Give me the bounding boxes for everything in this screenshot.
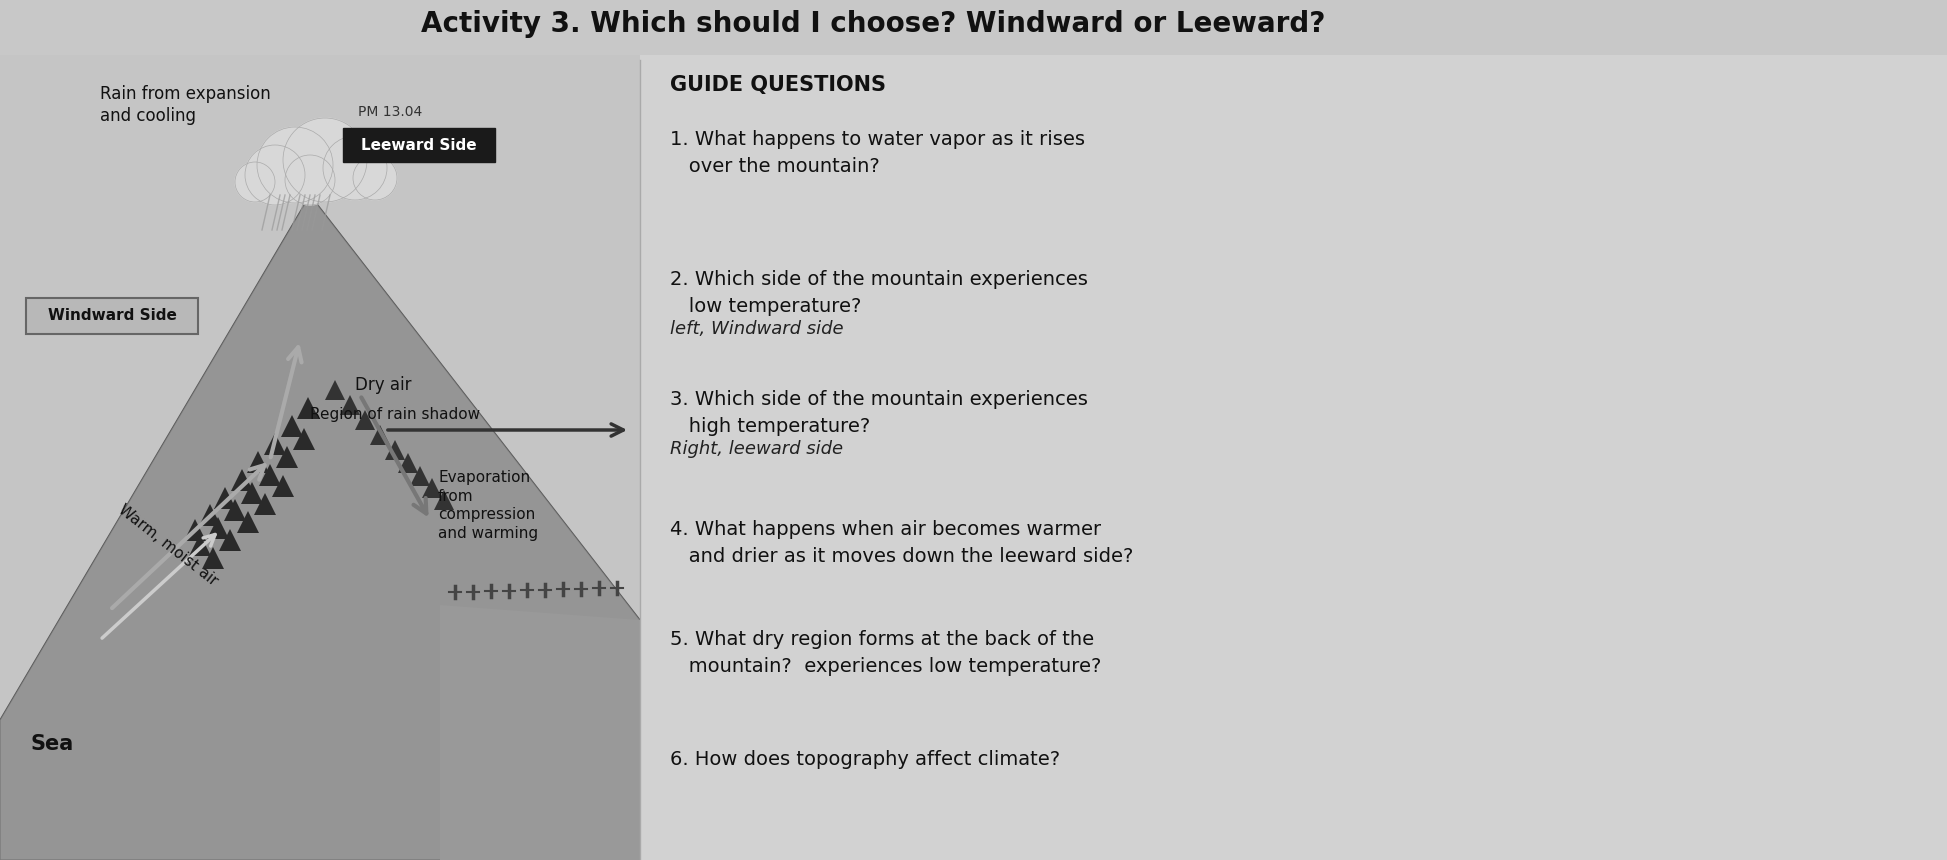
Circle shape bbox=[282, 118, 366, 202]
Polygon shape bbox=[280, 415, 304, 437]
Polygon shape bbox=[199, 504, 222, 526]
Polygon shape bbox=[354, 410, 376, 430]
Polygon shape bbox=[341, 395, 360, 415]
Polygon shape bbox=[370, 425, 389, 445]
Polygon shape bbox=[440, 605, 641, 860]
Bar bbox=[0, 720, 641, 860]
Polygon shape bbox=[238, 511, 259, 533]
Polygon shape bbox=[292, 428, 315, 450]
Polygon shape bbox=[411, 466, 430, 486]
Polygon shape bbox=[218, 529, 241, 551]
Text: Right, leeward side: Right, leeward side bbox=[670, 440, 843, 458]
Text: Region of rain shadow: Region of rain shadow bbox=[310, 408, 481, 422]
Text: Evaporation
from
compression
and warming: Evaporation from compression and warming bbox=[438, 470, 537, 541]
Text: Dry air: Dry air bbox=[354, 376, 411, 394]
Polygon shape bbox=[253, 493, 276, 515]
Polygon shape bbox=[189, 534, 210, 556]
Polygon shape bbox=[0, 195, 641, 860]
Text: PM 13.04: PM 13.04 bbox=[358, 105, 422, 119]
Polygon shape bbox=[232, 469, 253, 491]
Polygon shape bbox=[214, 487, 236, 509]
Text: GUIDE QUESTIONS: GUIDE QUESTIONS bbox=[670, 75, 886, 95]
Polygon shape bbox=[224, 499, 245, 521]
Text: left, Windward side: left, Windward side bbox=[670, 320, 843, 338]
Polygon shape bbox=[298, 397, 319, 419]
Text: Rain from expansion
and cooling: Rain from expansion and cooling bbox=[99, 85, 271, 126]
Text: 5. What dry region forms at the back of the
   mountain?  experiences low temper: 5. What dry region forms at the back of … bbox=[670, 630, 1102, 675]
Polygon shape bbox=[386, 440, 405, 460]
Text: Leeward Side: Leeward Side bbox=[362, 138, 477, 152]
Polygon shape bbox=[276, 446, 298, 468]
Bar bbox=[641, 55, 1947, 860]
Text: 3. Which side of the mountain experiences
   high temperature?: 3. Which side of the mountain experience… bbox=[670, 390, 1088, 435]
Polygon shape bbox=[0, 195, 641, 860]
Polygon shape bbox=[422, 478, 442, 498]
Polygon shape bbox=[259, 464, 280, 486]
Polygon shape bbox=[397, 453, 419, 473]
Polygon shape bbox=[247, 451, 269, 473]
Polygon shape bbox=[434, 490, 454, 510]
Polygon shape bbox=[206, 517, 230, 539]
Polygon shape bbox=[202, 547, 224, 569]
FancyBboxPatch shape bbox=[25, 298, 199, 334]
Text: 1. What happens to water vapor as it rises
   over the mountain?: 1. What happens to water vapor as it ris… bbox=[670, 130, 1084, 175]
Text: 4. What happens when air becomes warmer
   and drier as it moves down the leewar: 4. What happens when air becomes warmer … bbox=[670, 520, 1133, 566]
Text: 2. Which side of the mountain experiences
   low temperature?: 2. Which side of the mountain experience… bbox=[670, 270, 1088, 316]
Polygon shape bbox=[325, 380, 345, 400]
Text: Windward Side: Windward Side bbox=[47, 309, 177, 323]
Polygon shape bbox=[185, 519, 206, 541]
Circle shape bbox=[257, 127, 333, 203]
Circle shape bbox=[245, 145, 306, 205]
FancyBboxPatch shape bbox=[343, 128, 495, 162]
Text: Sea: Sea bbox=[29, 734, 74, 754]
Polygon shape bbox=[273, 475, 294, 497]
Circle shape bbox=[236, 162, 275, 202]
Polygon shape bbox=[241, 482, 263, 504]
Circle shape bbox=[323, 136, 387, 200]
Polygon shape bbox=[265, 433, 286, 455]
Text: Warm, moist air: Warm, moist air bbox=[115, 501, 220, 588]
Bar bbox=[0, 55, 641, 860]
Circle shape bbox=[352, 156, 397, 200]
Text: Activity 3. Which should I choose? Windward or Leeward?: Activity 3. Which should I choose? Windw… bbox=[421, 10, 1326, 38]
Text: 6. How does topography affect climate?: 6. How does topography affect climate? bbox=[670, 750, 1059, 769]
Circle shape bbox=[284, 155, 335, 205]
